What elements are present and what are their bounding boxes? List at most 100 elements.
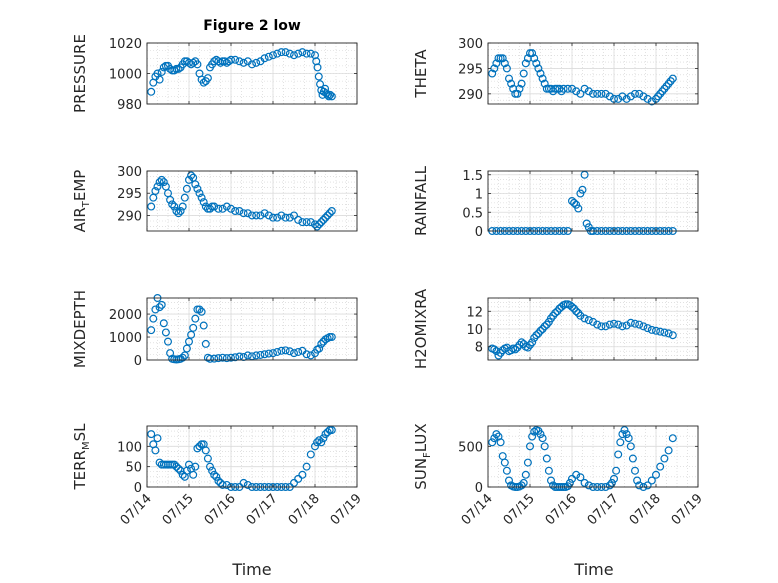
data-point	[609, 474, 618, 483]
data-point	[319, 215, 328, 224]
data-point	[178, 470, 187, 479]
data-point	[290, 349, 299, 358]
y-axis-label-main: MIXDEPTH	[71, 290, 89, 368]
data-point	[492, 430, 501, 439]
data-point	[157, 175, 166, 184]
data-point	[264, 211, 273, 220]
data-point	[168, 200, 177, 209]
y-axis-label-main: RAINFALL	[412, 165, 430, 236]
y-axis-label-main: SUN	[412, 458, 430, 490]
data-point	[315, 220, 324, 229]
axes-box	[146, 297, 358, 361]
data-point	[654, 92, 663, 101]
y-tick-label: 0	[475, 225, 483, 240]
data-point	[639, 322, 648, 331]
data-point	[239, 209, 248, 218]
data-point	[597, 89, 606, 98]
data-point	[243, 480, 252, 489]
subplot-1: 980 1000 1020 PRESSURE	[71, 34, 358, 113]
data-point	[614, 450, 623, 459]
data-point	[214, 476, 223, 485]
data-point	[294, 347, 303, 356]
data-point	[248, 211, 257, 220]
y-tick-label: 1000	[109, 331, 142, 346]
data-point	[210, 354, 219, 363]
data-point	[656, 327, 665, 336]
data-point	[248, 60, 257, 69]
data-point	[521, 470, 530, 479]
data-point	[239, 478, 248, 487]
subplot-8: 07/14 07/15 07/16 07/17 07/18 07/19 0 500 SUNFLU…	[412, 423, 706, 528]
data-point	[195, 305, 204, 314]
data-point	[206, 204, 215, 213]
data-point	[664, 79, 673, 88]
data-point	[530, 54, 539, 63]
data-point	[317, 438, 326, 447]
data-point	[176, 207, 185, 216]
data-point	[231, 55, 240, 64]
data-point	[323, 90, 332, 99]
data-point	[201, 339, 210, 348]
y-tick-label: 290	[458, 88, 483, 103]
data-point	[178, 353, 187, 362]
data-point	[203, 74, 212, 83]
data-point	[273, 213, 282, 222]
data-point	[555, 84, 564, 93]
data-point	[235, 57, 244, 66]
data-point	[538, 74, 547, 83]
y-axis-label-main: THETA	[412, 49, 430, 99]
data-point	[298, 218, 307, 227]
data-point	[210, 202, 219, 211]
data-point	[182, 344, 191, 353]
data-point	[534, 64, 543, 73]
data-point	[500, 59, 509, 68]
data-point	[628, 454, 637, 463]
x-tick-label: 07/18	[627, 491, 664, 528]
data-point	[326, 90, 335, 99]
data-point	[327, 92, 336, 101]
data-point	[660, 84, 669, 93]
data-point	[218, 204, 227, 213]
data-point	[239, 58, 248, 67]
data-point	[618, 430, 627, 439]
data-point	[576, 473, 585, 482]
data-point	[643, 94, 652, 103]
x-tick-label: 07/15	[160, 491, 197, 528]
data-point	[153, 434, 162, 443]
data-point	[252, 351, 261, 360]
y-tick-label: 980	[117, 98, 142, 113]
data-point	[616, 438, 625, 447]
data-point	[519, 478, 528, 487]
data-point	[639, 92, 648, 101]
data-point	[662, 82, 671, 91]
y-tick-label: 300	[117, 165, 142, 180]
y-tick-label: 295	[458, 62, 483, 77]
data-point	[231, 207, 240, 216]
axes-box	[487, 42, 699, 105]
data-point	[601, 89, 610, 98]
data-point	[588, 89, 597, 98]
data-point	[302, 462, 311, 471]
data-point	[264, 349, 273, 358]
y-axis-label: PRESSURE	[71, 34, 89, 113]
data-point	[306, 450, 315, 459]
data-point	[593, 89, 602, 98]
subplot-5: 0 1000 2000 MIXDEPTH	[71, 290, 358, 369]
data-point	[584, 87, 593, 96]
data-point	[210, 470, 219, 479]
data-point	[149, 314, 158, 323]
data-point	[507, 79, 516, 88]
data-point	[189, 58, 198, 67]
data-point	[159, 178, 168, 187]
data-point	[323, 211, 332, 220]
data-point	[651, 470, 660, 479]
data-point	[630, 466, 639, 475]
data-point	[635, 89, 644, 98]
y-tick-label: 8	[475, 341, 483, 356]
data-point	[319, 434, 328, 443]
data-point	[528, 49, 537, 58]
data-point	[536, 430, 545, 439]
y-axis-label-subscript: T	[81, 200, 92, 208]
data-point	[161, 328, 170, 337]
